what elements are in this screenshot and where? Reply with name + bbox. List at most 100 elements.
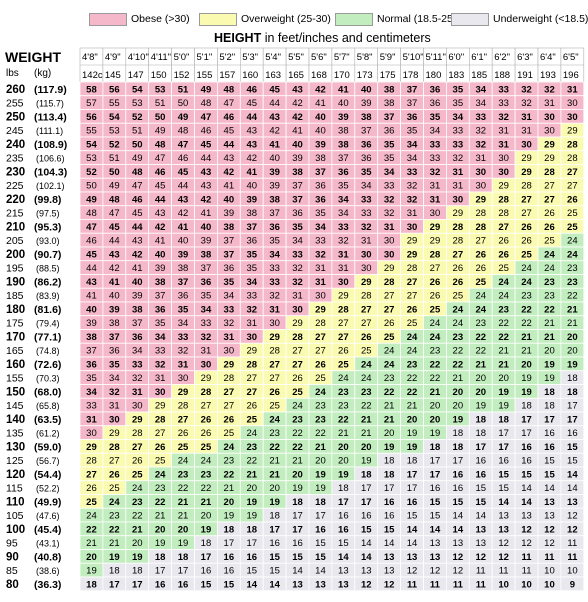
bmi-value: 14 [453,524,464,535]
bmi-value: 34 [430,126,441,137]
bmi-value: 21 [475,359,486,370]
bmi-value: 14 [430,524,441,535]
bmi-value: 27 [224,401,235,412]
bmi-value: 30 [109,414,120,425]
bmi-value: 29 [498,181,509,192]
bmi-value: 30 [567,112,578,123]
bmi-value: 35 [384,139,395,150]
bmi-value: 28 [521,181,532,192]
bmi-value: 13 [407,552,418,563]
bmi-value: 20 [567,332,578,343]
bmi-value: 39 [224,208,235,219]
bmi-value: 31 [109,401,120,412]
weight-lbs-label: 210 [6,221,25,233]
bmi-value: 44 [178,181,189,192]
bmi-value: 17 [178,566,189,577]
bmi-value: 22 [224,469,235,480]
bmi-value: 53 [109,126,120,137]
bmi-value: 23 [315,414,326,425]
height-ft-label: 5'2" [219,52,235,63]
bmi-value: 22 [521,318,532,329]
bmi-value: 13 [338,579,349,590]
bmi-value: 31 [498,139,509,150]
bmi-value: 29 [178,387,189,398]
weight-kg-label: (77.1) [34,331,61,343]
bmi-value: 37 [86,346,97,357]
bmi-value: 18 [475,414,486,425]
bmi-value: 14 [521,483,532,494]
bmi-value: 31 [315,277,326,288]
bmi-value: 13 [544,511,555,522]
bmi-value: 17 [498,442,509,453]
bmi-value: 47 [224,98,235,109]
bmi-value: 36 [269,222,280,233]
bmi-value: 28 [475,222,486,233]
bmi-value: 51 [132,126,143,137]
bmi-value: 28 [86,456,97,467]
weight-kg-label: (74.8) [36,346,60,356]
bmi-value: 43 [201,181,212,192]
bmi-value: 29 [407,236,418,247]
bmi-value: 27 [246,373,257,384]
bmi-value: 33 [407,167,418,178]
bmi-value: 19 [521,373,532,384]
bmi-value: 46 [224,112,235,123]
height-ft-label: 6'0" [448,52,464,63]
weight-axis-title: WEIGHT [5,49,61,65]
bmi-value: 20 [453,401,464,412]
bmi-value: 22 [292,442,303,453]
bmi-value: 28 [315,318,326,329]
bmi-value: 33 [498,98,509,109]
bmi-value: 21 [407,401,418,412]
bmi-value: 14 [315,566,326,577]
weight-kg-label: (97.5) [36,209,60,219]
unit-lbs-label: lbs [6,68,19,79]
bmi-value: 26 [361,332,372,343]
bmi-value: 13 [361,566,372,577]
bmi-value: 36 [86,359,97,370]
bmi-value: 39 [201,236,212,247]
bmi-value: 40 [315,112,326,123]
bmi-value: 30 [475,181,486,192]
bmi-value: 34 [338,208,349,219]
bmi-value: 16 [544,428,555,439]
bmi-value: 16 [521,442,532,453]
weight-kg-label: (79.4) [36,319,60,329]
bmi-value: 30 [132,401,143,412]
bmi-value: 18 [475,428,486,439]
bmi-value: 32 [246,304,257,315]
bmi-value: 24 [132,483,143,494]
bmi-value: 22 [475,346,486,357]
bmi-value: 41 [86,291,97,302]
bmi-value: 23 [246,442,257,453]
bmi-value: 30 [224,346,235,357]
bmi-value: 43 [132,236,143,247]
bmi-value: 31 [224,332,235,343]
bmi-value: 25 [109,483,120,494]
bmi-value: 24 [315,387,326,398]
bmi-value: 46 [155,167,166,178]
bmi-value: 20 [384,428,395,439]
bmi-value: 21 [361,414,372,425]
bmi-value: 14 [544,483,555,494]
bmi-value: 32 [292,277,303,288]
height-ft-label: 4'9" [105,52,121,63]
bmi-value: 28 [498,208,509,219]
bmi-value: 37 [361,126,372,137]
height-ft-label: 4'11" [151,52,171,63]
bmi-value: 22 [407,387,418,398]
bmi-value: 29 [292,318,303,329]
bmi-value: 27 [384,304,395,315]
bmi-value: 16 [407,497,418,508]
weight-kg-label: (93.0) [36,236,60,246]
bmi-value: 42 [246,153,257,164]
bmi-value: 50 [132,139,143,150]
bmi-value: 15 [315,538,326,549]
bmi-value: 26 [544,208,555,219]
bmi-value: 36 [430,98,441,109]
weight-lbs-label: 100 [6,524,25,536]
bmi-value: 21 [544,318,555,329]
bmi-value: 23 [338,387,349,398]
bmi-value: 22 [178,483,189,494]
